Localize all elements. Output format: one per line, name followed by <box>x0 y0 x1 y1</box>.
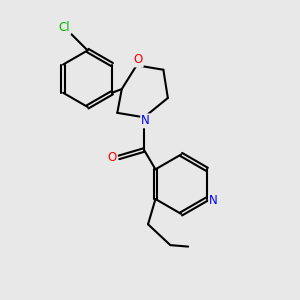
Text: N: N <box>141 114 150 128</box>
Text: O: O <box>108 151 117 164</box>
Text: O: O <box>134 53 143 66</box>
Text: Cl: Cl <box>58 21 70 34</box>
Text: N: N <box>209 194 218 207</box>
